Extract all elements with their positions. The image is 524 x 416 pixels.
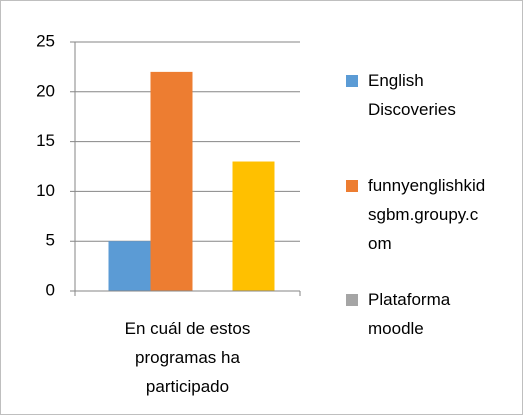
bar (150, 71, 193, 291)
y-tick-label: 20 (36, 81, 55, 100)
y-tick-label: 15 (36, 131, 55, 150)
legend-swatch (346, 75, 358, 87)
y-tick-label: 5 (46, 231, 55, 250)
legend-label: Plataforma moodle (368, 290, 451, 338)
x-tick-label: En cuál de estos programas ha participad… (124, 319, 251, 396)
y-tick-label: 25 (36, 31, 55, 50)
legend-swatch (346, 180, 358, 192)
legend-label: funnyenglishkidsgbm.groupy.com (368, 176, 486, 253)
bar (108, 241, 151, 291)
legend-label: English Discoveries (368, 71, 456, 119)
legend-swatch (346, 294, 358, 306)
bar (232, 161, 275, 291)
y-tick-label: 10 (36, 181, 55, 200)
y-tick-label: 0 (46, 280, 55, 299)
